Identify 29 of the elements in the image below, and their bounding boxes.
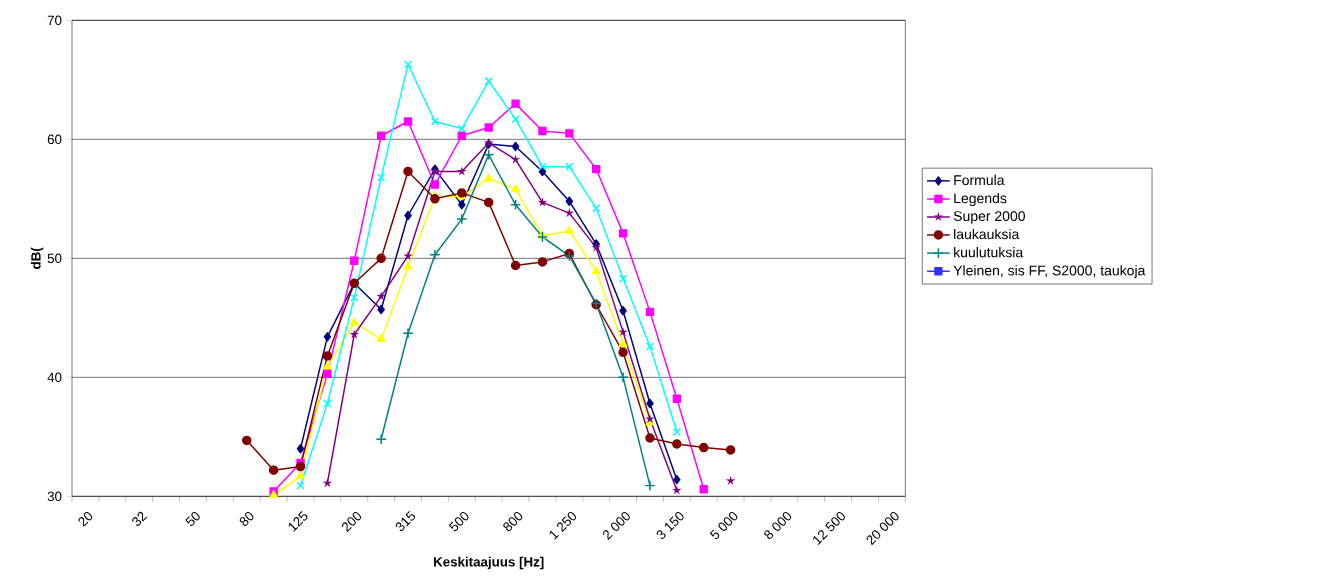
y-tick-label: 60 [47,134,62,145]
x-tick-label: 12 500 [813,511,845,545]
x-axis-title: Keskitaajuus [Hz] [434,556,544,570]
x-tick-label: 125 [288,511,308,532]
legend-label: laukauksia [954,228,1020,240]
legend-label: Yleinen, sis FF, S2000, taukoja [953,265,1146,279]
legend-label: Super 2000 [953,211,1025,224]
x-tick-label: 800 [503,511,523,532]
y-tick-label: 40 [47,372,62,383]
legend-label: kuulutuksia [954,247,1024,258]
legend-label: Legends [954,192,1007,207]
x-tick-label: 8 000 [764,511,792,539]
x-tick-label: 32 [132,511,148,526]
legend-label: Formula [954,174,1005,186]
x-tick-label: 80 [239,511,254,526]
x-tick-label: 500 [448,511,469,532]
y-tick-label: 70 [47,15,62,26]
x-tick-label: 2 000 [602,511,630,540]
x-tick-label: 5 000 [709,511,738,540]
y-tick-label: 30 [47,491,62,502]
x-tick-label: 20 000 [866,511,899,546]
x-tick-label: 200 [342,511,362,533]
x-tick-label: 315 [395,511,415,532]
x-tick-label: 50 [185,511,200,526]
x-tick-label: 20 [78,511,93,527]
x-tick-label: 1 250 [549,511,577,540]
x-tick-label: 3 150 [656,511,684,540]
y-tick-label: 50 [47,253,62,264]
y-axis-title: dB( [30,247,44,269]
